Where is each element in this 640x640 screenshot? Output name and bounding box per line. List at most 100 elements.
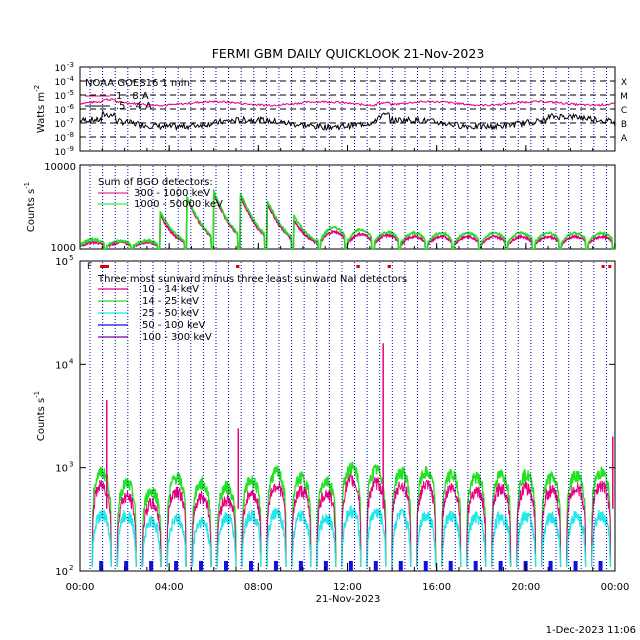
nai-25-50-kev-line-orbit: [141, 515, 162, 568]
nai-25-50-kev-line-orbit: [91, 509, 112, 567]
nai-legend-3: 50 - 100 keV: [142, 320, 206, 331]
nai-14-25-kev-line-orbit: [166, 472, 187, 567]
goes-y-label: Watts m-2: [33, 85, 47, 133]
nai-10-14-kev-line-orbit: [141, 497, 162, 567]
nai-50-100-kev-bump: [149, 560, 154, 571]
nai-50-100-kev-bump: [498, 560, 503, 571]
nai-10-14-kev-line-orbit: [541, 484, 562, 567]
nai-10-14-kev-line-orbit: [291, 485, 312, 567]
nai-50-100-kev-line: [99, 560, 603, 571]
nai-10-14-kev-line-orbit: [241, 488, 262, 567]
nai-50-100-kev-bump: [598, 560, 603, 571]
nai-legend-1: 14 - 25 keV: [142, 296, 199, 307]
goes-legend-long: 1 - 8 A: [116, 91, 149, 102]
goes-y-label-text: Watts m: [36, 92, 47, 133]
nai-25-50-kev-line: [91, 505, 612, 568]
goes-class-label: A: [621, 134, 628, 144]
nai-14-25-kev-line-orbit: [491, 468, 512, 567]
bgo-legend-title: Sum of BGO detectors:: [98, 177, 213, 188]
x-tick-label: 16:00: [422, 582, 451, 593]
goes-legend-short: .5 - 4 A: [116, 101, 152, 112]
nai-10-14-kev-line-orbit: [166, 486, 187, 567]
nai-tick-exp: 2: [69, 564, 73, 572]
nai-50-100-kev-bump: [99, 560, 104, 571]
nai-25-50-kev-line-orbit: [116, 510, 137, 567]
nai-10-14-kev-line-orbit: [341, 473, 362, 567]
goes-tick-exp: -8: [67, 131, 74, 139]
nai-50-100-kev-bump: [273, 560, 278, 571]
goes-tick-exp: -3: [67, 61, 74, 69]
nai-10-14-kev-line-orbit: [441, 482, 462, 567]
nai-50-100-kev-bump: [298, 560, 303, 571]
nai-14-25-kev-line-orbit: [241, 475, 262, 567]
nai-tick-exp: 3: [69, 461, 73, 469]
nai-series: [91, 343, 614, 571]
nai-25-50-kev-line-orbit: [191, 516, 212, 568]
nai-14-25-kev-line-orbit: [341, 461, 362, 567]
nai-flag-mark: [236, 265, 240, 268]
nai-14-25-kev-line-orbit: [565, 470, 587, 567]
nai-tick-exp: 4: [69, 357, 74, 365]
nai-14-25-kev-line-orbit: [216, 480, 237, 567]
x-axis-label: 21-Nov-2023: [316, 594, 381, 605]
nai-25-50-kev-line-orbit: [416, 510, 437, 567]
nai-14-25-kev-line-orbit: [391, 466, 412, 567]
x-tick-label: 12:00: [333, 582, 362, 593]
nai-10-14-kev-line-orbit: [91, 479, 112, 567]
bgo-tick-10000: 10000: [44, 162, 76, 173]
nai-25-50-kev-line-orbit: [366, 508, 387, 567]
nai-14-25-kev-line-orbit: [316, 475, 337, 567]
nai-25-50-kev-line-orbit: [466, 511, 487, 567]
nai-legend-title: Three most sunward minus three least sun…: [97, 274, 407, 285]
nai-legend-2: 25 - 50 keV: [142, 308, 199, 319]
x-axis: 00:00 04:00 08:00 12:00 16:00 20:00 00:00: [66, 145, 629, 593]
nai-50-100-kev-bump: [224, 560, 229, 571]
x-tick-label: 00:00: [66, 582, 95, 593]
nai-25-50-kev-line-orbit: [266, 506, 287, 567]
nai-10-14-kev-line-orbit: [191, 490, 212, 567]
nai-25-50-kev-line-orbit: [441, 510, 462, 567]
nai-50-100-kev-bump: [199, 560, 204, 571]
nai-tick-base: 10: [55, 360, 68, 371]
nai-14-25-kev-line-orbit: [141, 487, 162, 567]
nai-10-14-kev-line: [91, 473, 611, 567]
nai-10-14-kev-line-orbit: [391, 481, 412, 567]
nai-flag-mark: [356, 265, 360, 268]
nai-tick-base: 10: [55, 567, 68, 578]
goes-tick-base: 10: [55, 92, 67, 102]
nai-legend-0: 10 - 14 keV: [142, 284, 199, 295]
nai-tick-base: 10: [55, 257, 68, 268]
bgo-legend-0: 300 - 1000 keV: [134, 188, 210, 199]
nai-14-25-kev-line-orbit: [116, 477, 137, 567]
nai-25-50-kev-line-orbit: [216, 512, 237, 567]
nai-14-25-kev-line-orbit: [416, 466, 437, 567]
goes-tick-exp: -6: [67, 103, 75, 111]
nai-10-14-kev-line-orbit: [216, 493, 237, 567]
nai-50-100-kev-bump: [448, 560, 453, 571]
nai-tick-exp: 5: [69, 254, 73, 262]
nai-10-14-kev-line-orbit: [316, 489, 337, 567]
nai-legend-4: 100 - 300 keV: [142, 332, 212, 343]
nai-14-25-kev-line-orbit: [541, 469, 562, 567]
goes-y-label-exp: -2: [33, 85, 41, 92]
goes-tick-base: 10: [55, 148, 67, 158]
goes-class-label: M: [620, 92, 628, 102]
nai-25-50-kev-line-orbit: [316, 512, 337, 567]
nai-tick-base: 10: [55, 464, 68, 475]
nai-y-label-text: Counts s: [36, 398, 47, 441]
nai-flags: [100, 265, 612, 268]
goes-tick-base: 10: [55, 120, 67, 130]
bgo-y-label-exp: -1: [23, 182, 31, 189]
nai-flag-label: F: [87, 262, 92, 272]
goes-long-channel-line: [79, 98, 616, 107]
nai-10-14-kev-line-orbit: [566, 482, 587, 567]
nai-25-50-kev-line-orbit: [491, 510, 512, 567]
orbit-markers: [89, 68, 607, 570]
nai-y-label-exp: -1: [33, 391, 41, 398]
nai-14-25-kev-line-orbit: [191, 475, 212, 567]
bgo-y-label-text: Counts s: [26, 189, 37, 232]
nai-50-100-kev-bump: [323, 560, 328, 571]
nai-flag-mark: [601, 265, 605, 268]
